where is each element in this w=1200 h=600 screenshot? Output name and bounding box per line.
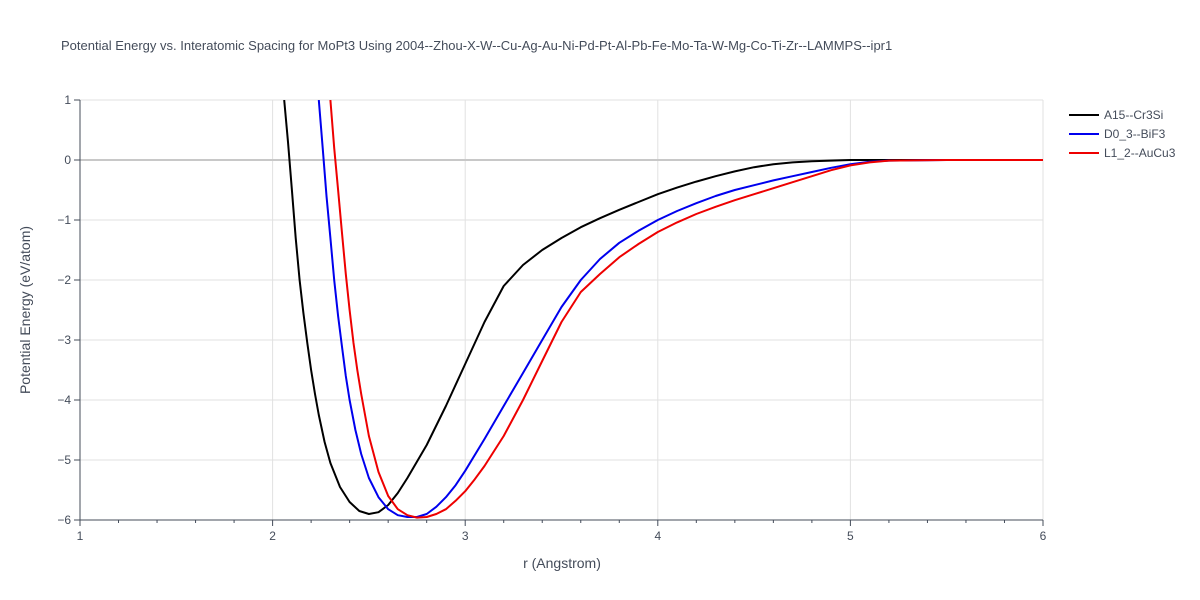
legend-label: A15--Cr3Si xyxy=(1104,108,1163,122)
y-tick-label: −1 xyxy=(57,213,71,227)
legend[interactable]: A15--Cr3Si D0_3--BiF3 L1_2--AuCu3 xyxy=(1069,108,1176,160)
chart-title: Potential Energy vs. Interatomic Spacing… xyxy=(61,38,892,53)
y-axis: 1 0 −1 −2 −3 −4 −5 −6 xyxy=(57,93,81,527)
legend-item[interactable]: D0_3--BiF3 xyxy=(1069,127,1166,141)
series-line xyxy=(283,100,1043,515)
y-tick-label: −2 xyxy=(57,273,71,287)
y-tick-label: −6 xyxy=(57,513,71,527)
series-line xyxy=(317,100,1043,518)
y-axis-title: Potential Energy (eV/atom) xyxy=(17,226,33,394)
y-tick-label: 0 xyxy=(64,153,71,167)
x-tick-label: 1 xyxy=(77,529,84,543)
plot-area xyxy=(283,100,1043,519)
x-tick-label: 2 xyxy=(269,529,276,543)
y-tick-label: −3 xyxy=(57,333,71,347)
y-tick-label: 1 xyxy=(64,93,71,107)
grid xyxy=(79,99,1044,521)
x-tick-label: 5 xyxy=(847,529,854,543)
series-line xyxy=(329,100,1043,519)
legend-label: D0_3--BiF3 xyxy=(1104,127,1166,141)
y-tick-label: −5 xyxy=(57,453,71,467)
legend-item[interactable]: L1_2--AuCu3 xyxy=(1069,146,1176,160)
x-tick-label: 6 xyxy=(1040,529,1047,543)
x-tick-label: 4 xyxy=(654,529,661,543)
legend-label: L1_2--AuCu3 xyxy=(1104,146,1176,160)
y-tick-label: −4 xyxy=(57,393,71,407)
x-axis: 1 2 3 4 5 6 xyxy=(77,519,1047,543)
legend-item[interactable]: A15--Cr3Si xyxy=(1069,108,1163,122)
x-tick-label: 3 xyxy=(462,529,469,543)
x-axis-title: r (Angstrom) xyxy=(523,555,601,571)
